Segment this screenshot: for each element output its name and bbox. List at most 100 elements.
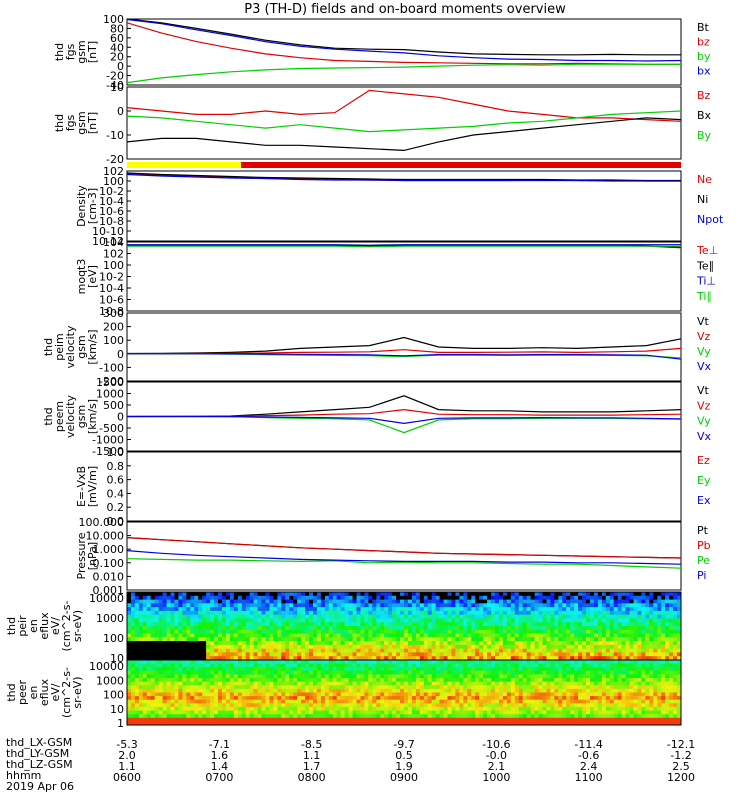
heatmap-cell bbox=[178, 656, 183, 661]
heatmap-cell bbox=[510, 685, 516, 690]
heatmap-cell bbox=[285, 699, 290, 704]
heatmap-cell bbox=[174, 703, 179, 708]
heatmap-cell bbox=[364, 717, 369, 722]
heatmap-cell bbox=[328, 629, 334, 635]
heatmap-cell bbox=[150, 681, 156, 686]
heatmap-cell bbox=[154, 710, 160, 715]
heatmap-cell bbox=[657, 652, 662, 657]
heatmap-cell bbox=[360, 703, 365, 708]
heatmap-cell bbox=[309, 629, 314, 635]
heatmap-cell bbox=[297, 714, 302, 719]
heatmap-cell bbox=[570, 688, 575, 693]
heatmap-cell bbox=[305, 603, 310, 608]
heatmap-cell bbox=[261, 721, 266, 726]
heatmap-cell bbox=[427, 644, 433, 650]
legend-entry: Vt bbox=[697, 315, 710, 328]
heatmap-cell bbox=[506, 648, 512, 653]
heatmap-cell bbox=[269, 644, 274, 650]
heatmap-cell bbox=[439, 721, 445, 726]
heatmap-cell bbox=[222, 692, 227, 697]
heatmap-cell bbox=[396, 622, 401, 627]
heatmap-cell bbox=[154, 641, 160, 646]
heatmap-cell bbox=[186, 652, 191, 657]
heatmap-cell bbox=[447, 599, 452, 604]
heatmap-cell bbox=[293, 644, 298, 650]
heatmap-cell bbox=[340, 603, 346, 608]
heatmap-cell bbox=[237, 622, 243, 627]
heatmap-cell bbox=[534, 717, 540, 722]
heatmap-cell bbox=[131, 595, 136, 601]
heatmap-cell bbox=[131, 674, 136, 679]
heatmap-cell bbox=[613, 595, 619, 601]
heatmap-cell bbox=[597, 656, 603, 661]
heatmap-cell bbox=[443, 706, 449, 711]
heatmap-cell bbox=[451, 696, 456, 701]
heatmap-cell bbox=[352, 714, 358, 719]
heatmap-cell bbox=[305, 714, 310, 719]
heatmap-cell bbox=[613, 644, 619, 650]
heatmap-cell bbox=[328, 717, 334, 722]
heatmap-cell bbox=[657, 610, 662, 616]
heatmap-cell bbox=[673, 626, 678, 631]
heatmap-cell bbox=[154, 692, 160, 697]
heatmap-cell bbox=[285, 706, 290, 711]
heatmap-cell bbox=[265, 717, 270, 722]
heatmap-cell bbox=[590, 637, 595, 642]
heatmap-cell bbox=[475, 656, 480, 661]
heatmap-cell bbox=[134, 703, 140, 708]
heatmap-cell bbox=[550, 681, 555, 686]
heatmap-cell bbox=[431, 633, 437, 638]
heatmap-cell bbox=[629, 610, 635, 616]
heatmap-cell bbox=[530, 603, 536, 608]
heatmap-cell bbox=[257, 603, 263, 608]
heatmap-cell bbox=[621, 685, 627, 690]
heatmap-cell bbox=[182, 670, 187, 675]
heatmap-cell bbox=[305, 660, 310, 665]
heatmap-cell bbox=[150, 603, 156, 608]
heatmap-cell bbox=[542, 681, 547, 686]
heatmap-cell bbox=[305, 633, 310, 638]
heatmap-cell bbox=[487, 614, 492, 619]
heatmap-cell bbox=[411, 678, 417, 683]
heatmap-cell bbox=[384, 637, 389, 642]
heatmap-cell bbox=[522, 670, 528, 675]
heatmap-cell bbox=[593, 599, 599, 604]
heatmap-cell bbox=[566, 656, 571, 661]
heatmap-cell bbox=[150, 622, 156, 627]
heatmap-cell bbox=[142, 622, 148, 627]
heatmap-cell bbox=[340, 610, 346, 616]
heatmap-cell bbox=[269, 626, 274, 631]
heatmap-cell bbox=[301, 610, 306, 616]
heatmap-cell bbox=[218, 660, 223, 665]
heatmap-cell bbox=[435, 592, 441, 597]
heatmap-cell bbox=[415, 706, 421, 711]
heatmap-cell bbox=[388, 703, 393, 708]
heatmap-cell bbox=[320, 656, 326, 661]
heatmap-cell bbox=[542, 721, 547, 726]
heatmap-cell bbox=[360, 595, 365, 601]
heatmap-cell bbox=[546, 622, 551, 627]
heatmap-cell bbox=[336, 644, 342, 650]
heatmap-cell bbox=[190, 688, 195, 693]
heatmap-cell bbox=[570, 696, 575, 701]
heatmap-cell bbox=[214, 610, 219, 616]
heatmap-cell bbox=[328, 599, 334, 604]
heatmap-cell bbox=[673, 633, 678, 638]
heatmap-cell bbox=[522, 656, 528, 661]
heatmap-cell bbox=[578, 614, 583, 619]
heatmap-cell bbox=[285, 692, 290, 697]
heatmap-cell bbox=[154, 663, 160, 668]
series-line-Npot bbox=[126, 173, 681, 182]
heatmap-cell bbox=[206, 603, 211, 608]
heatmap-cell bbox=[127, 678, 132, 683]
heatmap-cell bbox=[384, 688, 389, 693]
heatmap-cell bbox=[154, 637, 160, 642]
heatmap-cell bbox=[202, 667, 207, 672]
heatmap-cell bbox=[415, 660, 421, 665]
heatmap-cell bbox=[574, 618, 579, 623]
heatmap-cell bbox=[617, 607, 623, 612]
heatmap-cell bbox=[396, 714, 401, 719]
heatmap-cell bbox=[265, 660, 270, 665]
heatmap-cell bbox=[491, 706, 496, 711]
heatmap-cell bbox=[396, 610, 401, 616]
